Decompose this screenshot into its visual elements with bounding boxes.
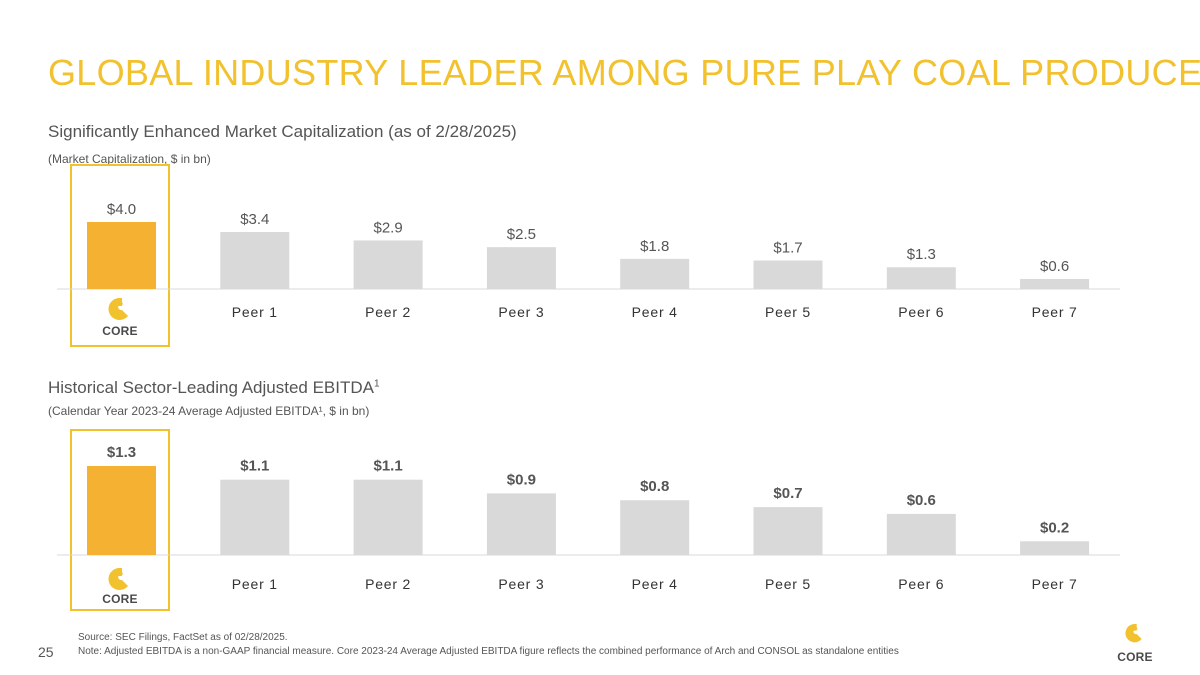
core-logo-word: CORE bbox=[102, 324, 138, 338]
market-cap-chart: $4.0 $3.4 Peer 1 $2.9 Peer 2 $2.5 Peer 3 $1.8 Pe… bbox=[57, 201, 1120, 320]
data-label: $1.1 bbox=[373, 458, 402, 475]
category-label: Peer 1 bbox=[232, 576, 278, 592]
data-label: $0.9 bbox=[507, 471, 536, 488]
bar-peer-7 bbox=[1020, 541, 1090, 555]
category-label: Peer 6 bbox=[898, 576, 944, 592]
category-label: Peer 3 bbox=[498, 304, 544, 320]
bar-peer-1 bbox=[220, 479, 290, 555]
chart2-subtitle: (Calendar Year 2023-24 Average Adjusted … bbox=[48, 404, 370, 418]
bar-peer-7 bbox=[1020, 278, 1090, 289]
ebitda-chart: $1.3 $1.1 Peer 1 $1.1 Peer 2 $0.9 Peer 3 $0.8 Pe… bbox=[57, 444, 1120, 592]
category-label: Peer 1 bbox=[232, 304, 278, 320]
chart1-subtitle: (Market Capitalization, $ in bn) bbox=[48, 152, 211, 166]
category-label: Peer 2 bbox=[365, 576, 411, 592]
data-label: $0.7 bbox=[773, 485, 802, 502]
category-label: Peer 5 bbox=[765, 304, 811, 320]
data-label: $4.0 bbox=[107, 201, 136, 218]
core-logo-chart2: CORE bbox=[90, 566, 150, 610]
data-label: $2.9 bbox=[373, 219, 402, 236]
core-logo-icon bbox=[1125, 623, 1142, 643]
bar-peer-6 bbox=[886, 267, 956, 289]
data-label: $0.2 bbox=[1040, 519, 1069, 536]
footer-source: Source: SEC Filings, FactSet as of 02/28… bbox=[78, 632, 288, 643]
category-label: Peer 4 bbox=[632, 576, 678, 592]
data-label: $1.3 bbox=[907, 246, 936, 263]
data-label: $1.1 bbox=[240, 458, 269, 475]
bar-peer-3 bbox=[486, 247, 556, 289]
core-logo-icon bbox=[108, 297, 128, 320]
category-label: Peer 6 bbox=[898, 304, 944, 320]
bar-peer-5 bbox=[753, 507, 823, 555]
footer-note: Note: Adjusted EBITDA is a non-GAAP fina… bbox=[78, 646, 899, 657]
bar-peer-2 bbox=[353, 479, 423, 555]
bar-core bbox=[87, 466, 156, 555]
bar-peer-6 bbox=[886, 513, 956, 555]
bar-peer-2 bbox=[353, 240, 423, 289]
core-logo-word: CORE bbox=[102, 592, 138, 606]
bar-core bbox=[87, 222, 156, 289]
data-label: $0.6 bbox=[1040, 258, 1069, 275]
core-highlight-box-1 bbox=[70, 164, 170, 347]
data-label: $1.7 bbox=[773, 240, 802, 257]
chart2-heading: Historical Sector-Leading Adjusted EBITD… bbox=[48, 378, 380, 397]
category-label: Peer 5 bbox=[765, 576, 811, 592]
slide-title: GLOBAL INDUSTRY LEADER AMONG PURE PLAY C… bbox=[48, 52, 1200, 93]
data-label: $3.4 bbox=[240, 211, 269, 228]
data-label: $1.8 bbox=[640, 238, 669, 255]
category-label: Peer 2 bbox=[365, 304, 411, 320]
brand-logo: CORE bbox=[1110, 620, 1160, 670]
data-label: $0.8 bbox=[640, 478, 669, 495]
brand-logo-word: CORE bbox=[1117, 650, 1153, 664]
core-logo-icon bbox=[108, 567, 128, 590]
bar-peer-3 bbox=[486, 493, 556, 555]
bar-peer-1 bbox=[220, 232, 290, 289]
data-label: $1.3 bbox=[107, 444, 136, 461]
core-logo-chart1: CORE bbox=[90, 296, 150, 340]
page-number: 25 bbox=[38, 644, 54, 660]
bar-peer-4 bbox=[620, 500, 690, 555]
category-label: Peer 3 bbox=[498, 576, 544, 592]
category-label: Peer 7 bbox=[1032, 304, 1078, 320]
data-label: $0.6 bbox=[907, 492, 936, 509]
chart1-heading: Significantly Enhanced Market Capitaliza… bbox=[48, 122, 517, 141]
bar-peer-4 bbox=[620, 258, 690, 289]
data-label: $2.5 bbox=[507, 226, 536, 243]
category-label: Peer 7 bbox=[1032, 576, 1078, 592]
core-highlight-box-2 bbox=[70, 429, 170, 611]
category-label: Peer 4 bbox=[632, 304, 678, 320]
bar-peer-5 bbox=[753, 260, 823, 289]
